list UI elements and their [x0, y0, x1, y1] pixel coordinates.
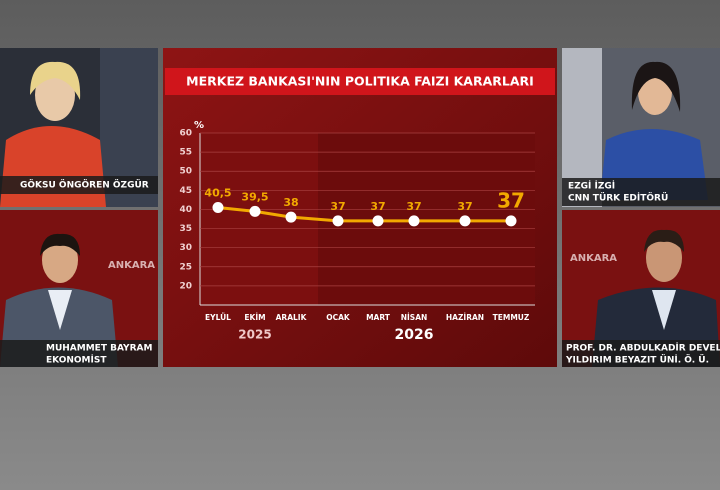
plot-area-right	[318, 133, 535, 305]
x-tick-label: HAZİRAN	[446, 313, 484, 322]
caption-name: PROF. DR. ABDULKADİR DEVEL	[566, 343, 720, 354]
data-point	[459, 215, 471, 227]
y-unit: %	[194, 120, 204, 131]
chart-title: MERKEZ BANKASI'NIN POLITIKA FAIZI KARARL…	[186, 74, 534, 89]
x-tick-label: TEMMUZ	[493, 313, 530, 322]
data-point	[285, 211, 297, 223]
value-label: 37	[370, 200, 385, 213]
panel-bottom-left: ANKARA MUHAMMET BAYRAM EKONOMİST	[0, 210, 158, 367]
y-tick-label: 45	[179, 186, 192, 196]
y-tick-label: 25	[179, 262, 192, 272]
caption-role: CNN TÜRK EDİTÖRÜ	[568, 193, 668, 204]
data-point	[212, 202, 224, 214]
panel-top-left: GÖKSU ÖNGÖREN ÖZGÜR	[0, 48, 158, 207]
value-label: 37	[497, 188, 525, 212]
y-tick-label: 60	[179, 129, 192, 139]
x-tick-label: OCAK	[326, 313, 351, 322]
caption-role: EKONOMİST	[46, 355, 107, 366]
year-label: 2026	[395, 327, 434, 343]
value-label: 37	[457, 200, 472, 213]
panel-bottom-right: ANKARA PROF. DR. ABDULKADİR DEVEL YILDIR…	[562, 210, 720, 367]
data-point	[249, 205, 261, 217]
caption-role: YILDIRIM BEYAZIT ÜNİ. Ö. Ü.	[565, 355, 709, 366]
x-tick-label: EKİM	[244, 313, 265, 322]
data-point	[332, 215, 344, 227]
value-label: 38	[283, 196, 298, 209]
location-label: ANKARA	[108, 260, 155, 271]
data-line	[217, 206, 511, 223]
y-tick-label: 20	[179, 281, 192, 291]
x-tick-label: NİSAN	[401, 313, 428, 322]
value-label: 37	[330, 200, 345, 213]
data-point	[372, 215, 384, 227]
value-label: 37	[406, 200, 421, 213]
x-tick-label: MART	[366, 313, 391, 322]
data-point	[408, 215, 420, 227]
panel-top-right: EZGİ İZGİ CNN TÜRK EDİTÖRÜ	[562, 48, 720, 207]
location-label: ANKARA	[570, 253, 617, 264]
caption-name: MUHAMMET BAYRAM	[46, 344, 152, 354]
y-tick-label: 30	[179, 243, 192, 253]
y-tick-label: 50	[179, 167, 192, 177]
x-tick-label: EYLÜL	[205, 313, 231, 322]
year-label: 2025	[238, 328, 271, 342]
caption-name: GÖKSU ÖNGÖREN ÖZGÜR	[20, 180, 149, 191]
y-tick-label: 40	[179, 205, 192, 215]
y-tick-label: 55	[179, 148, 192, 158]
y-tick-label: 35	[179, 224, 192, 234]
data-point	[505, 215, 517, 227]
value-label: 39,5	[241, 190, 268, 203]
caption-name: EZGİ İZGİ	[568, 181, 615, 192]
x-tick-label: ARALIK	[276, 313, 308, 322]
title-banner	[165, 68, 555, 95]
value-label: 40,5	[204, 187, 231, 200]
